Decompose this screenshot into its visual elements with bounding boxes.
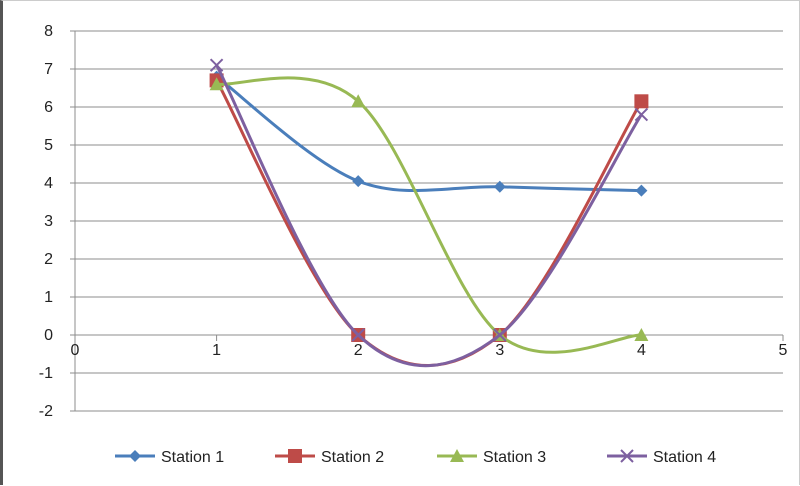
data-point [634,107,649,122]
data-point [351,94,366,108]
legend-marker [620,449,634,463]
x-tick-labels: 0 1 2 3 4 5 [71,342,788,359]
y-tick-label: 3 [44,213,53,230]
series-line [215,75,642,193]
y-tick-label: 4 [44,175,53,192]
axes [70,30,784,412]
x-tick-label: 4 [637,342,646,359]
data-point [352,175,365,188]
plot-area [209,58,649,368]
legend-marker [288,449,302,463]
y-tick-label: 0 [44,327,53,344]
y-tick-label: -1 [39,365,53,382]
data-point [635,184,648,197]
data-point [209,77,224,91]
legend-label: Station 2 [321,449,384,466]
series-line [215,64,643,368]
y-tick-label: 6 [44,99,53,116]
y-tick-label: 2 [44,251,53,268]
legend-label: Station 1 [161,449,224,466]
legend-item: Station 3 [437,449,546,466]
y-tick-label: 1 [44,289,53,306]
x-tick-label: 1 [212,342,221,359]
series-line [216,76,642,354]
legend-item: Station 1 [115,449,224,466]
legend-marker [450,449,464,462]
data-point [634,328,649,341]
legend: Station 1 Station 2 Station 3 Station 4 [115,449,716,466]
legend-item: Station 4 [607,449,716,466]
y-tick-label: -2 [39,403,53,420]
data-point [351,328,365,342]
series-1 [210,70,648,197]
data-point [493,328,507,342]
legend-label: Station 3 [483,449,546,466]
data-point [634,94,649,109]
x-tick-label: 2 [354,342,363,359]
legend-marker [129,450,141,462]
x-tick-label: 5 [779,342,788,359]
y-tick-label: 7 [44,61,53,78]
x-tick-label: 3 [495,342,504,359]
y-tick-label: 8 [44,23,53,40]
y-tick-label: 5 [44,137,53,154]
legend-label: Station 4 [653,449,716,466]
x-tick-label: 0 [71,342,80,359]
y-tick-labels: -2 -1 0 1 2 3 4 5 6 7 8 [39,23,53,420]
legend-item: Station 2 [275,449,384,466]
series-line [215,79,643,368]
series-4 [209,58,649,368]
data-point [493,180,506,193]
data-point [209,58,224,72]
